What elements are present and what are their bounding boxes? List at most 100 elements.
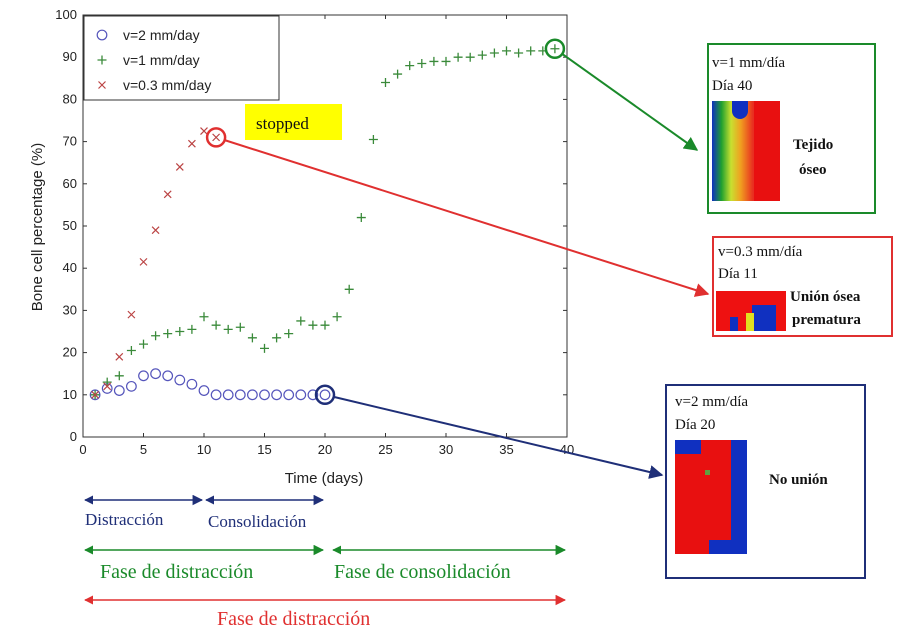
stopped-label: stopped bbox=[256, 114, 309, 133]
annotation-arrow-0 bbox=[561, 53, 699, 151]
annotation-v1-speed: v=1 mm/día bbox=[712, 55, 786, 71]
phase-label-distraccion-short: Distracción bbox=[85, 510, 164, 529]
data-point-s0 bbox=[259, 389, 270, 401]
legend-label: v=1 mm/day bbox=[123, 52, 200, 68]
annotation-v1-label-b: óseo bbox=[799, 162, 827, 178]
y-tick-label: 0 bbox=[70, 429, 77, 444]
highlight-circle-1 bbox=[205, 127, 227, 148]
tissue-image-v1 bbox=[712, 101, 780, 201]
data-point-s1 bbox=[514, 48, 524, 58]
data-point-s1 bbox=[381, 78, 390, 88]
data-point-s1 bbox=[308, 320, 318, 330]
data-point-s0 bbox=[295, 389, 307, 401]
annotation-v03-speed: v=0.3 mm/día bbox=[718, 244, 803, 260]
data-point-s0 bbox=[162, 370, 174, 382]
data-point-s0 bbox=[271, 389, 283, 401]
x-tick-label: 40 bbox=[560, 442, 574, 457]
y-tick-label: 30 bbox=[63, 302, 77, 317]
legend-marker bbox=[98, 81, 106, 89]
data-point-s1 bbox=[187, 324, 197, 334]
data-point-s1 bbox=[163, 329, 173, 339]
legend-box bbox=[83, 15, 280, 101]
data-point-s0 bbox=[125, 380, 137, 392]
data-point-s2 bbox=[212, 133, 221, 142]
y-tick-label: 70 bbox=[63, 134, 77, 149]
y-tick-label: 60 bbox=[63, 176, 77, 191]
data-point-s1 bbox=[272, 333, 282, 343]
data-point-s1 bbox=[332, 312, 342, 322]
annotation-v2-speed: v=2 mm/día bbox=[675, 394, 749, 410]
data-point-s0 bbox=[186, 378, 198, 390]
annotation-v2-day: Día 20 bbox=[675, 417, 716, 433]
y-tick-label: 80 bbox=[63, 91, 77, 106]
annotation-v2-label-a: No unión bbox=[769, 472, 828, 488]
data-point-s1 bbox=[550, 44, 560, 54]
data-point-s1 bbox=[284, 329, 294, 339]
data-point-s1 bbox=[235, 322, 245, 332]
x-tick-label: 25 bbox=[378, 442, 392, 457]
data-point-s0 bbox=[234, 389, 246, 401]
annotation-v1-box: v=1 mm/día Día 40 Tejido óseo bbox=[707, 43, 876, 214]
x-tick-label: 10 bbox=[197, 442, 211, 457]
data-point-s0 bbox=[89, 389, 101, 401]
x-tick-label: 30 bbox=[439, 442, 453, 457]
annotation-arrow-1 bbox=[224, 139, 710, 297]
data-point-s1 bbox=[247, 333, 257, 343]
data-point-s1 bbox=[151, 331, 161, 341]
data-point-s1 bbox=[393, 69, 403, 79]
legend: v=2 mm/day v=1 mm/day v=0.3 mm/day bbox=[83, 15, 280, 101]
data-point-s0 bbox=[307, 389, 319, 401]
data-point-s1 bbox=[126, 345, 136, 355]
annotation-v03-label-a: Unión ósea bbox=[790, 289, 861, 305]
annotation-arrow-2 bbox=[333, 395, 664, 479]
data-point-s2 bbox=[103, 382, 112, 391]
data-point-s1 bbox=[175, 327, 185, 336]
data-point-s1 bbox=[199, 312, 209, 322]
data-point-s1 bbox=[211, 320, 221, 330]
legend-marker bbox=[96, 29, 108, 41]
data-point-s0 bbox=[198, 385, 210, 396]
data-point-s1 bbox=[368, 134, 378, 144]
data-point-s2 bbox=[175, 162, 184, 171]
y-tick-label: 50 bbox=[63, 218, 77, 233]
y-tick-label: 40 bbox=[63, 260, 77, 275]
data-point-s1 bbox=[320, 320, 330, 330]
data-points bbox=[89, 44, 560, 401]
y-axis-label: Bone cell percentage (%) bbox=[29, 143, 46, 311]
annotation-v1-day: Día 40 bbox=[712, 78, 753, 94]
data-point-s0 bbox=[319, 389, 331, 401]
x-tick-label: 15 bbox=[257, 442, 271, 457]
data-point-s1 bbox=[477, 50, 487, 60]
x-axis-label: Time (days) bbox=[285, 470, 364, 487]
data-point-s1 bbox=[223, 324, 233, 334]
annotation-arrows bbox=[205, 38, 710, 479]
data-point-s0 bbox=[246, 389, 258, 401]
annotation-v03-box: v=0.3 mm/día Día 11 Unión ósea prematura bbox=[712, 236, 893, 337]
phase-label-red-distraccion: Fase de distracción bbox=[217, 608, 371, 630]
x-tick-label: 0 bbox=[79, 442, 86, 457]
data-point-s1 bbox=[344, 284, 354, 294]
data-point-s2 bbox=[139, 257, 148, 266]
data-point-s1 bbox=[417, 59, 427, 69]
data-point-s1 bbox=[526, 46, 536, 56]
highlight-circle-0 bbox=[544, 38, 566, 60]
data-point-s0 bbox=[222, 389, 234, 401]
x-tick-label: 5 bbox=[140, 442, 147, 457]
y-tick-label: 10 bbox=[63, 387, 77, 402]
annotation-v03-day: Día 11 bbox=[718, 266, 758, 282]
data-point-s0 bbox=[283, 389, 295, 401]
tick-labels: 0 5 10 15 20 25 30 35 40 0 10 20 30 40 50 60 70 80 90 100 bbox=[55, 7, 574, 457]
x-tick-label: 20 bbox=[318, 442, 332, 457]
data-point-s1 bbox=[114, 371, 124, 381]
data-point-s1 bbox=[139, 339, 148, 349]
annotation-v2-box: v=2 mm/día Día 20 No unión bbox=[665, 384, 866, 579]
legend-label: v=2 mm/day bbox=[123, 27, 200, 43]
stopped-highlight bbox=[245, 104, 342, 140]
y-tick-label: 90 bbox=[63, 49, 77, 64]
data-point-s1 bbox=[429, 56, 439, 66]
annotation-v1-label-a: Tejido bbox=[793, 137, 834, 153]
data-point-s1 bbox=[502, 46, 511, 56]
data-point-s0 bbox=[138, 370, 149, 382]
data-point-s0 bbox=[113, 385, 125, 396]
highlight-circle-2 bbox=[314, 384, 336, 406]
